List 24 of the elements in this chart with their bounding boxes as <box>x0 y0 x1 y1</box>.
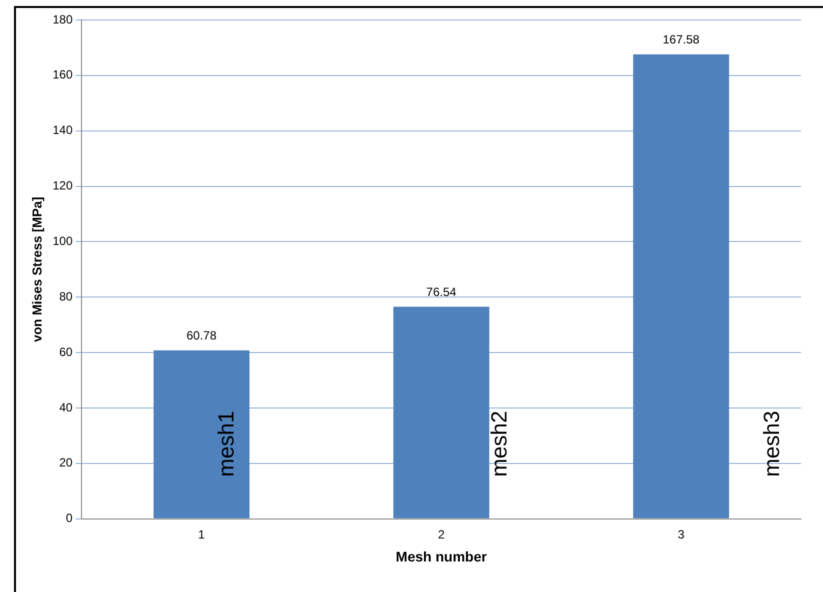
y-tick-label: 60 <box>59 344 73 359</box>
x-tick-label: 2 <box>438 527 445 542</box>
y-tick-label: 120 <box>52 178 73 193</box>
bar <box>393 306 490 518</box>
y-tick-label: 20 <box>59 456 73 470</box>
annotation: mesh1 <box>214 410 239 477</box>
x-tick-label: 3 <box>678 527 685 542</box>
data-label: 167.58 <box>662 32 700 47</box>
annotation: mesh2 <box>486 410 512 477</box>
y-tick-label: 0 <box>66 511 73 526</box>
data-label: 60.78 <box>186 328 217 343</box>
bar <box>154 350 250 518</box>
bar <box>633 54 730 518</box>
y-tick-label: 140 <box>52 123 73 138</box>
y-tick-label: 40 <box>59 400 73 414</box>
y-tick-label: 80 <box>59 289 73 304</box>
x-axis-title: Mesh number <box>396 548 488 564</box>
y-tick-label: 160 <box>52 68 73 82</box>
x-tick-label: 1 <box>198 527 206 542</box>
y-tick-label: 100 <box>52 234 73 248</box>
annotation: mesh3 <box>759 410 784 477</box>
y-tick-label: 180 <box>52 12 73 26</box>
data-label: 76.54 <box>426 285 457 300</box>
y-axis-title: von Mises Stress [MPa] <box>29 196 44 342</box>
